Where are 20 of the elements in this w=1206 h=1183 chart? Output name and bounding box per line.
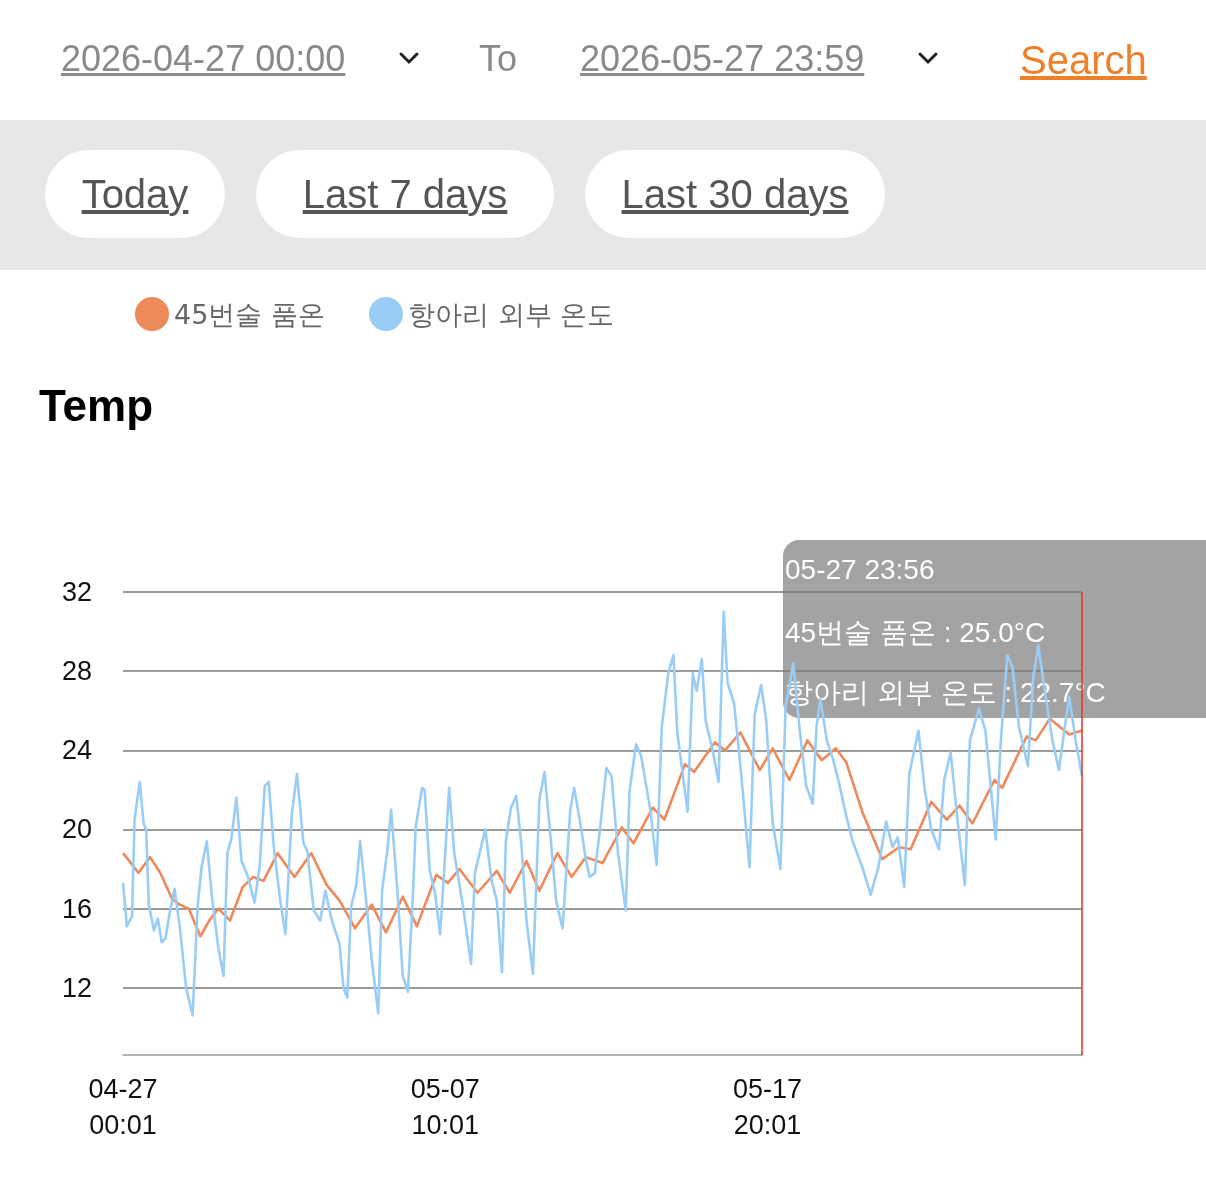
y-tick-label: 28 [61,656,93,687]
y-tick-label: 12 [61,972,93,1003]
text: 2026-05-27 23:59 [580,38,865,80]
legend-label: 항아리 외부 온도 [407,298,615,330]
y-tick-label: 16 [61,893,93,924]
y-tick-label: 24 [61,735,93,766]
text: 2026-04-27 00:00 [61,38,346,80]
x-tick-label: 05-07 10:01 [410,1074,480,1140]
x-tick-label: 05-17 20:01 [733,1074,803,1140]
text: To [479,38,518,80]
chart-title: Temp [39,380,154,430]
text: Last 7 days [302,171,508,217]
legend-label: 45번술 품온 [174,298,325,330]
annotation: 45번술 품온 : 25.0°C [785,616,1046,650]
text: Last 30 days [621,171,849,217]
y-tick-label: 32 [61,577,93,607]
x-tick-label: 04-27 00:01 [88,1074,158,1140]
y-tick-label: 20 [61,814,93,845]
text: Today [81,171,189,217]
text: Search [1020,38,1147,83]
